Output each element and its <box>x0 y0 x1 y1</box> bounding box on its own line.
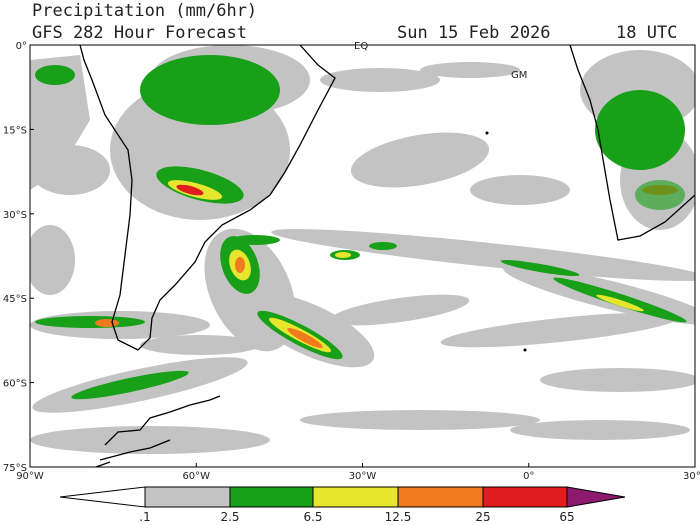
longitude-label: 30°E <box>683 471 700 482</box>
longitude-label: 60°W <box>182 471 210 482</box>
utc: 18 UTC <box>616 23 677 43</box>
valid-time: Sun 15 Feb 2026 <box>397 23 551 43</box>
equator-label: EQ <box>354 41 368 52</box>
longitude-label: 30°W <box>349 471 377 482</box>
latitude-label: 75°S <box>3 463 27 474</box>
latitude-labels: 0° 15°S 30°S 45°S 60°S 75°S <box>3 41 34 474</box>
heavy-precip <box>35 55 687 400</box>
latitude-label: 0° <box>16 41 27 52</box>
map-area <box>30 45 695 467</box>
colorbar-label: 65 <box>559 510 574 524</box>
longitude-labels: 90°W 60°W 30°W 0° 30°E <box>16 463 700 482</box>
longitude-label: 0° <box>523 471 534 482</box>
antarctica <box>95 395 221 467</box>
latitude-label: 15°S <box>3 125 27 136</box>
colorbar-label: 2.5 <box>220 510 239 524</box>
colorbar-label: 25 <box>475 510 490 524</box>
colorbar-label: 12.5 <box>385 510 412 524</box>
title: Precipitation (mm/6hr) <box>32 1 257 21</box>
africa <box>569 45 695 241</box>
latitude-label: 45°S <box>3 294 27 305</box>
latitude-label: 60°S <box>3 379 27 390</box>
latitude-label: 30°S <box>3 210 27 221</box>
colorbar-labels: .1 2.5 6.5 12.5 25 65 <box>139 510 574 524</box>
subtitle: GFS 282 Hour Forecast <box>32 23 247 43</box>
colorbar-label: 6.5 <box>303 510 322 524</box>
colorbar <box>59 486 626 508</box>
meridian-label: GM <box>511 70 527 81</box>
colorbar-label: .1 <box>139 510 150 524</box>
longitude-label: 90°W <box>16 471 44 482</box>
south-america <box>79 45 336 351</box>
